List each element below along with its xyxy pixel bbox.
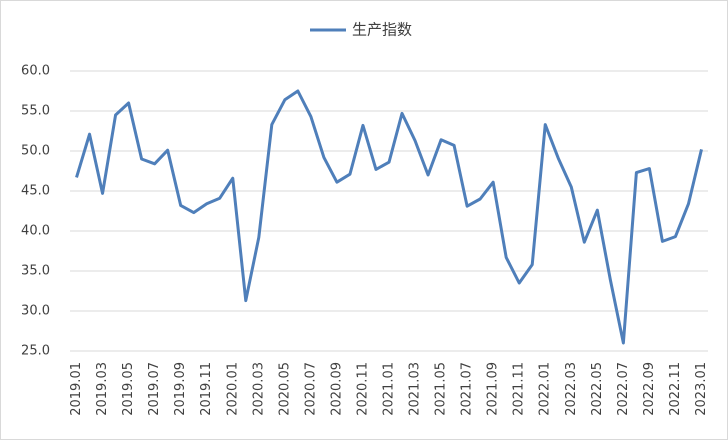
x-tick-label: 2019.07 [147, 362, 162, 416]
x-tick-label: 2020.09 [329, 362, 344, 416]
x-tick-label: 2023.01 [694, 362, 709, 416]
x-tick-label: 2022.01 [538, 362, 553, 416]
x-tick-label: 2020.01 [225, 362, 240, 416]
x-tick-label: 2020.03 [251, 362, 266, 416]
x-tick-label: 2020.05 [277, 362, 292, 416]
x-tick-label: 2022.11 [668, 362, 683, 416]
x-tick-label: 2022.03 [564, 362, 579, 416]
x-tick-label: 2021.11 [512, 362, 527, 416]
y-tick-label: 30.0 [21, 304, 50, 319]
y-tick-label: 45.0 [21, 184, 50, 199]
legend-label: 生产指数 [352, 21, 412, 39]
x-tick-label: 2021.01 [382, 362, 397, 416]
x-tick-label: 2019.09 [173, 362, 188, 416]
x-tick-label: 2021.09 [486, 362, 501, 416]
x-tick-label: 2021.05 [434, 362, 449, 416]
y-tick-label: 40.0 [21, 224, 50, 239]
x-tick-label: 2019.01 [69, 362, 84, 416]
y-tick-label: 35.0 [21, 264, 50, 279]
y-tick-label: 60.0 [21, 64, 50, 79]
x-tick-label: 2021.07 [460, 362, 475, 416]
x-tick-label: 2022.05 [590, 362, 605, 416]
x-tick-label: 2019.05 [121, 362, 136, 416]
x-tick-label: 2019.11 [199, 362, 214, 416]
x-tick-label: 2022.09 [642, 362, 657, 416]
x-tick-label: 2019.03 [95, 362, 110, 416]
data-line [75, 89, 703, 345]
x-tick-label: 2020.11 [355, 362, 370, 416]
y-tick-label: 50.0 [21, 144, 50, 159]
x-tick-label: 2021.03 [408, 362, 423, 416]
y-tick-label: 55.0 [21, 104, 50, 119]
x-tick-label: 2022.07 [616, 362, 631, 416]
y-tick-label: 25.0 [21, 344, 50, 359]
x-tick-label: 2020.07 [303, 362, 318, 416]
